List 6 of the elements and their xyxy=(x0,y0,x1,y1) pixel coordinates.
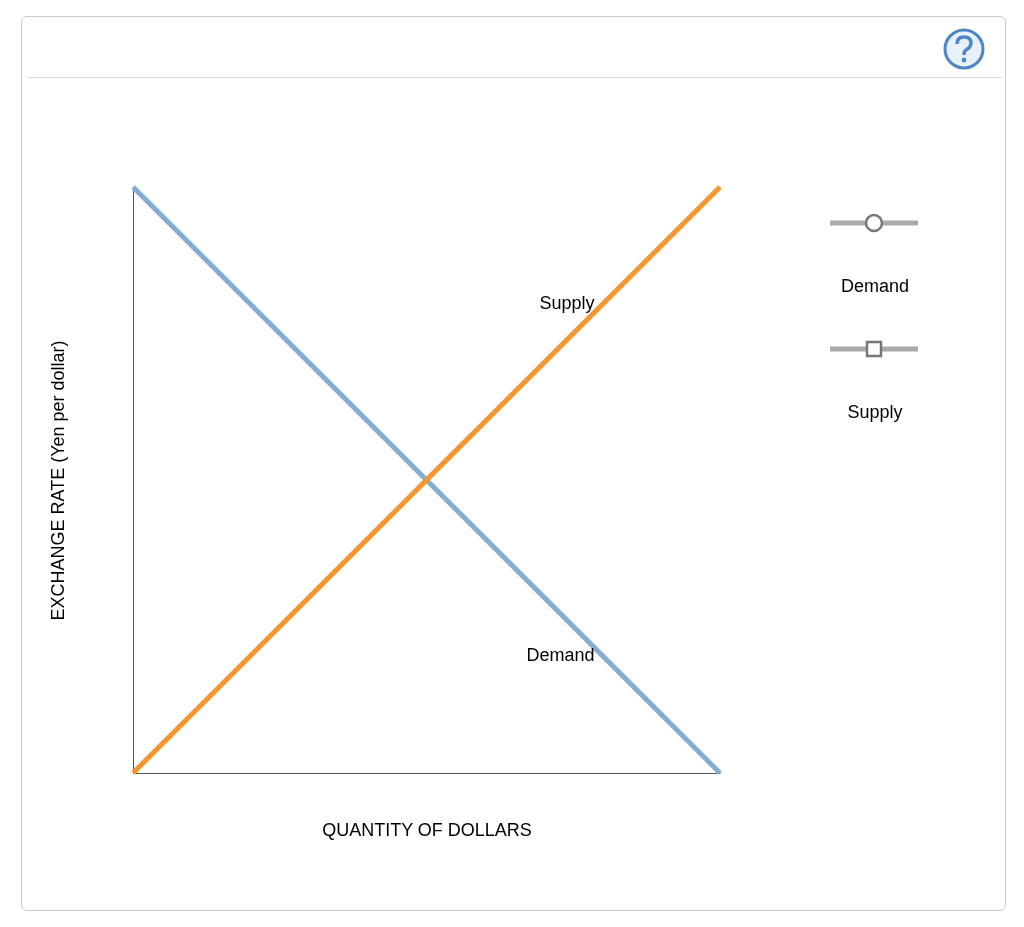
annotation: Supply xyxy=(846,402,904,423)
series-label: Supply xyxy=(539,293,595,314)
y-axis-title: EXCHANGE RATE (Yen per dollar) xyxy=(47,340,68,621)
x-axis-title: QUANTITY OF DOLLARS xyxy=(322,819,532,840)
series-label: Demand xyxy=(526,644,595,665)
annotation: Demand xyxy=(839,276,910,297)
